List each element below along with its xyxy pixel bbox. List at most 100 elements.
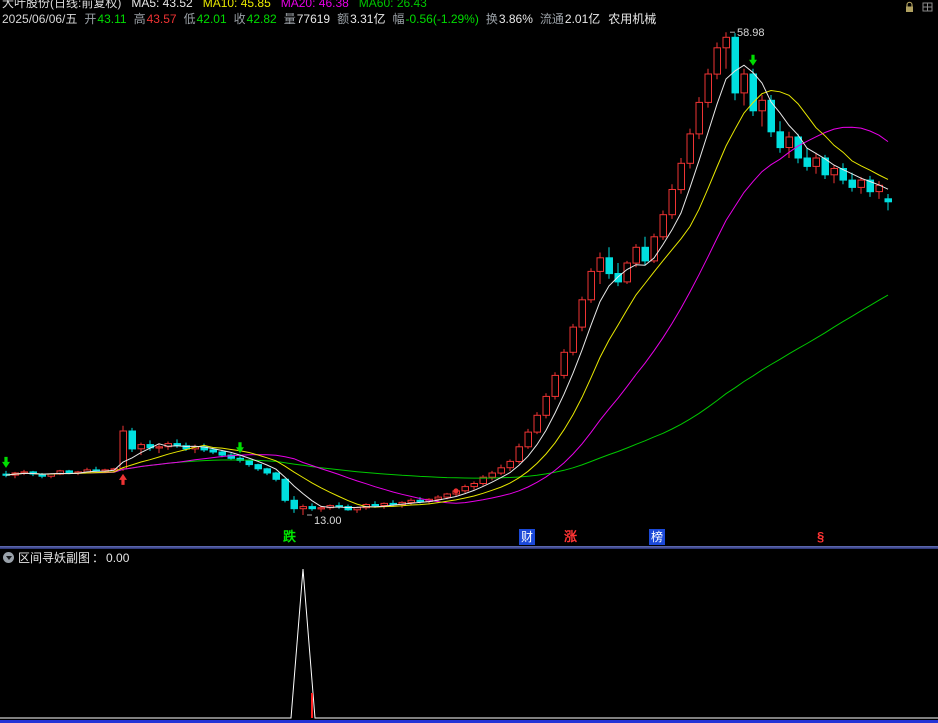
ma5-line [5,64,889,509]
candle-up [407,499,415,503]
candle-up [524,431,532,448]
ma-label: MA20: 46.38 [280,0,349,10]
quote-info-bar: 2025/06/06/五 开43.11 高43.57 低42.01 收42.82 量776… [2,10,656,27]
candle-down [272,472,280,480]
sub-indicator-header: 区间寻妖副图 ： 0.00 [0,549,938,566]
candle-up [479,476,487,485]
candle-up [677,162,685,191]
signal-spike-line [0,568,938,719]
candle-down [290,499,298,510]
sub-indicator-separator: ： [92,551,105,565]
candle-down [182,445,190,450]
quote-field-value: 43.57 [146,12,177,26]
candle-down [641,246,649,262]
candle-down [218,451,226,456]
candle-down [371,504,379,507]
overlay-link[interactable]: 涨 [564,529,578,544]
price-callout: 13.00 [314,515,342,527]
candle-up [542,395,550,416]
candle-down [416,499,424,502]
chart-title-bar: 大叶股份(日线:前复权) MA5: 43.52 MA10: 45.85 MA20: 4… [2,0,427,11]
candle-down [281,478,289,501]
candle-up [740,73,748,94]
quote-field-value: 3.31亿 [350,12,386,26]
candle-up [587,270,595,301]
bottom-border [0,720,938,723]
candle-up [551,374,559,397]
sub-indicator-chart[interactable] [0,566,938,723]
candle-down [803,157,811,167]
quote-field-label: 幅 [392,12,405,26]
candle-up [380,502,388,506]
quote-field-value: -0.56(-1.29%) [405,12,479,26]
candle-up [353,507,361,511]
candle-up [758,99,766,112]
candle-up [317,507,325,510]
candle-up [785,136,793,148]
candle-up [299,506,307,510]
sub-indicator-title: 区间寻妖副图 [18,551,91,565]
header-icons [904,1,933,13]
candle-up [443,493,451,498]
buy-dot-icon [453,488,459,494]
candle-down [344,506,352,511]
stock-title[interactable]: 大叶股份(日线:前复权) [2,0,122,10]
panel-splitter[interactable] [0,546,938,549]
chevron-down-icon[interactable] [3,552,14,563]
ma-label: MA10: 45.85 [202,0,271,10]
main-candlestick-chart[interactable]: 58.98 13.00 [0,0,938,548]
overlay-link[interactable]: 财 [519,529,536,545]
candle-up [704,73,712,103]
quote-field-label: 流通 [539,12,564,26]
candle-up [488,472,496,478]
sub-indicator-value: 0.00 [106,550,130,565]
candle-up [119,430,127,470]
candle-up [812,157,820,167]
candle-up [578,299,586,328]
quote-field-value: 42.82 [246,12,277,26]
candle-down [263,468,271,474]
sell-arrow-icon [2,456,10,468]
candle-up [569,326,577,353]
ma-label: MA60: 26.43 [358,0,427,10]
candle-down [605,257,613,275]
candle-down [866,179,874,193]
candle-down [749,73,757,112]
candle-up [533,414,541,433]
price-callout: 58.98 [737,27,765,39]
quote-field-label: 低 [183,12,196,26]
candle-down [884,198,892,203]
candle-up [56,470,64,475]
quote-field-label: 开 [84,12,97,26]
candle-up [830,168,838,176]
candle-up [632,246,640,264]
ma60-line [5,294,889,479]
candle-up [857,179,865,188]
quote-field-label: 收 [233,12,246,26]
sell-arrow-icon [749,54,758,66]
candle-down [821,157,829,176]
candle-up [560,351,568,376]
candle-down [839,168,847,181]
candle-down [776,131,784,149]
quote-field-value: 2.01亿 [564,12,601,26]
overlay-link[interactable]: § [817,529,825,544]
quote-field-label: 额 [337,12,350,26]
overlay-link[interactable]: 跌 [283,529,297,544]
candle-down [65,470,73,474]
candle-down [731,36,739,94]
quote-field-value: 农用机械 [608,12,657,26]
quote-field-value: 77619 [296,12,331,26]
grid-icon[interactable] [922,1,933,13]
candle-up [515,446,523,462]
candle-up [434,496,442,500]
candle-down [254,464,262,470]
quote-field-value: 43.11 [97,12,127,26]
candle-down [848,179,856,188]
candle-up [695,101,703,135]
quote-field-label: 高 [133,12,146,26]
overlay-link[interactable]: 榜 [649,529,666,545]
lock-icon[interactable] [904,1,915,13]
candle-up [506,460,514,469]
